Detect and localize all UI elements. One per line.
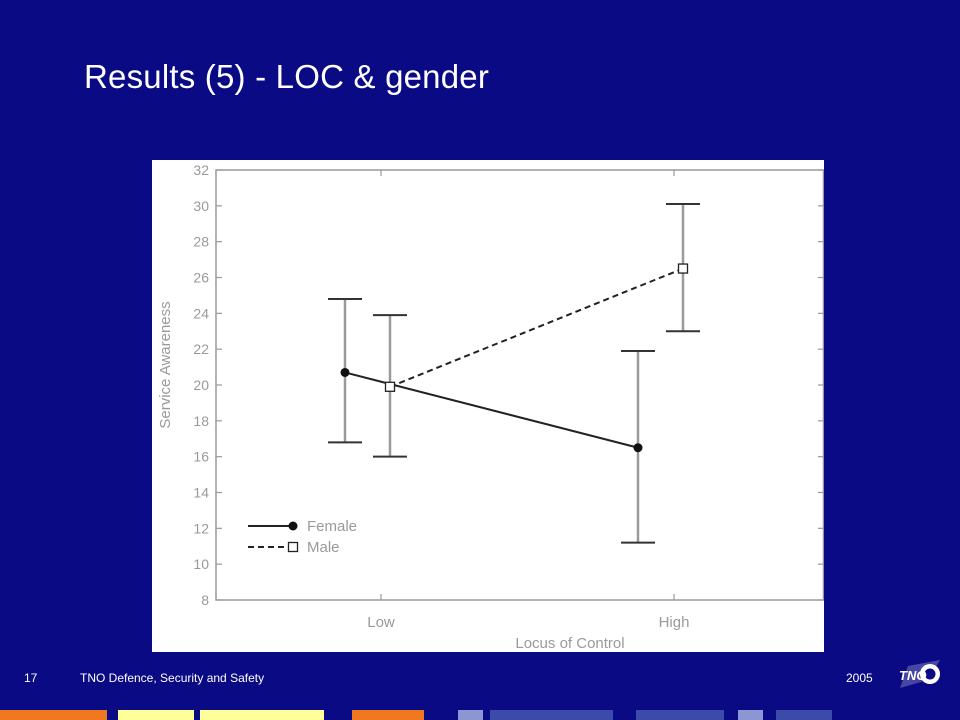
y-tick-label: 32 bbox=[193, 162, 209, 178]
x-axis-label: Locus of Control bbox=[515, 635, 624, 652]
y-tick-label: 22 bbox=[193, 341, 209, 357]
chart-panel: 8 10 12 14 16 18 20 22 24 26 28 30 32 Low High Locus of… bbox=[152, 160, 824, 652]
x-tick-label: Low bbox=[367, 614, 395, 631]
y-tick-label: 12 bbox=[193, 520, 209, 536]
bar-segment-orange-1 bbox=[0, 710, 107, 720]
organization-name: TNO Defence, Security and Safety bbox=[80, 671, 265, 685]
tno-logo: TNO bbox=[899, 660, 940, 688]
y-tick-label: 18 bbox=[193, 413, 209, 429]
y-tick-label: 24 bbox=[193, 305, 209, 321]
y-tick-label: 30 bbox=[193, 198, 209, 214]
page-number: 17 bbox=[24, 671, 38, 685]
y-axis-label: Service Awareness bbox=[157, 301, 174, 428]
plot-frame bbox=[215, 169, 824, 601]
bar-segment-blue-1 bbox=[490, 710, 613, 720]
bar-segment-light-blue-1 bbox=[458, 710, 483, 720]
y-tick-label: 16 bbox=[193, 449, 209, 465]
data-point-male bbox=[384, 381, 396, 392]
y-tick-label: 8 bbox=[201, 592, 209, 608]
bar-segment-blue-3 bbox=[776, 710, 832, 720]
bar-segment-blue-2 bbox=[636, 710, 724, 720]
legend-marker-male bbox=[287, 541, 299, 553]
y-tick-label: 20 bbox=[193, 377, 209, 393]
chart-svg: 8 10 12 14 16 18 20 22 24 26 28 30 32 Low High Locus of… bbox=[157, 162, 824, 652]
bar-segment-yellow-1 bbox=[118, 710, 194, 720]
y-tick-label: 28 bbox=[193, 234, 209, 250]
slide-title: Results (5) - LOC & gender bbox=[84, 58, 490, 95]
bar-segment-yellow-2 bbox=[200, 710, 324, 720]
y-tick-label: 26 bbox=[193, 270, 209, 286]
data-point-female bbox=[633, 443, 643, 453]
tno-logo-text: TNO bbox=[899, 668, 926, 683]
y-tick-label: 14 bbox=[193, 485, 209, 501]
legend-label-female: Female bbox=[307, 518, 357, 535]
bottom-color-bar bbox=[0, 710, 960, 720]
bar-segment-orange-2 bbox=[352, 710, 424, 720]
x-tick-label: High bbox=[659, 614, 690, 631]
slide-year: 2005 bbox=[846, 671, 873, 685]
y-tick-label: 10 bbox=[193, 556, 209, 572]
legend-label-male: Male bbox=[307, 539, 340, 556]
legend-marker-female bbox=[288, 521, 298, 531]
series-line-male bbox=[389, 267, 684, 388]
bar-segment-light-blue-2 bbox=[738, 710, 763, 720]
data-point-female bbox=[340, 367, 350, 377]
data-point-male bbox=[677, 263, 689, 274]
